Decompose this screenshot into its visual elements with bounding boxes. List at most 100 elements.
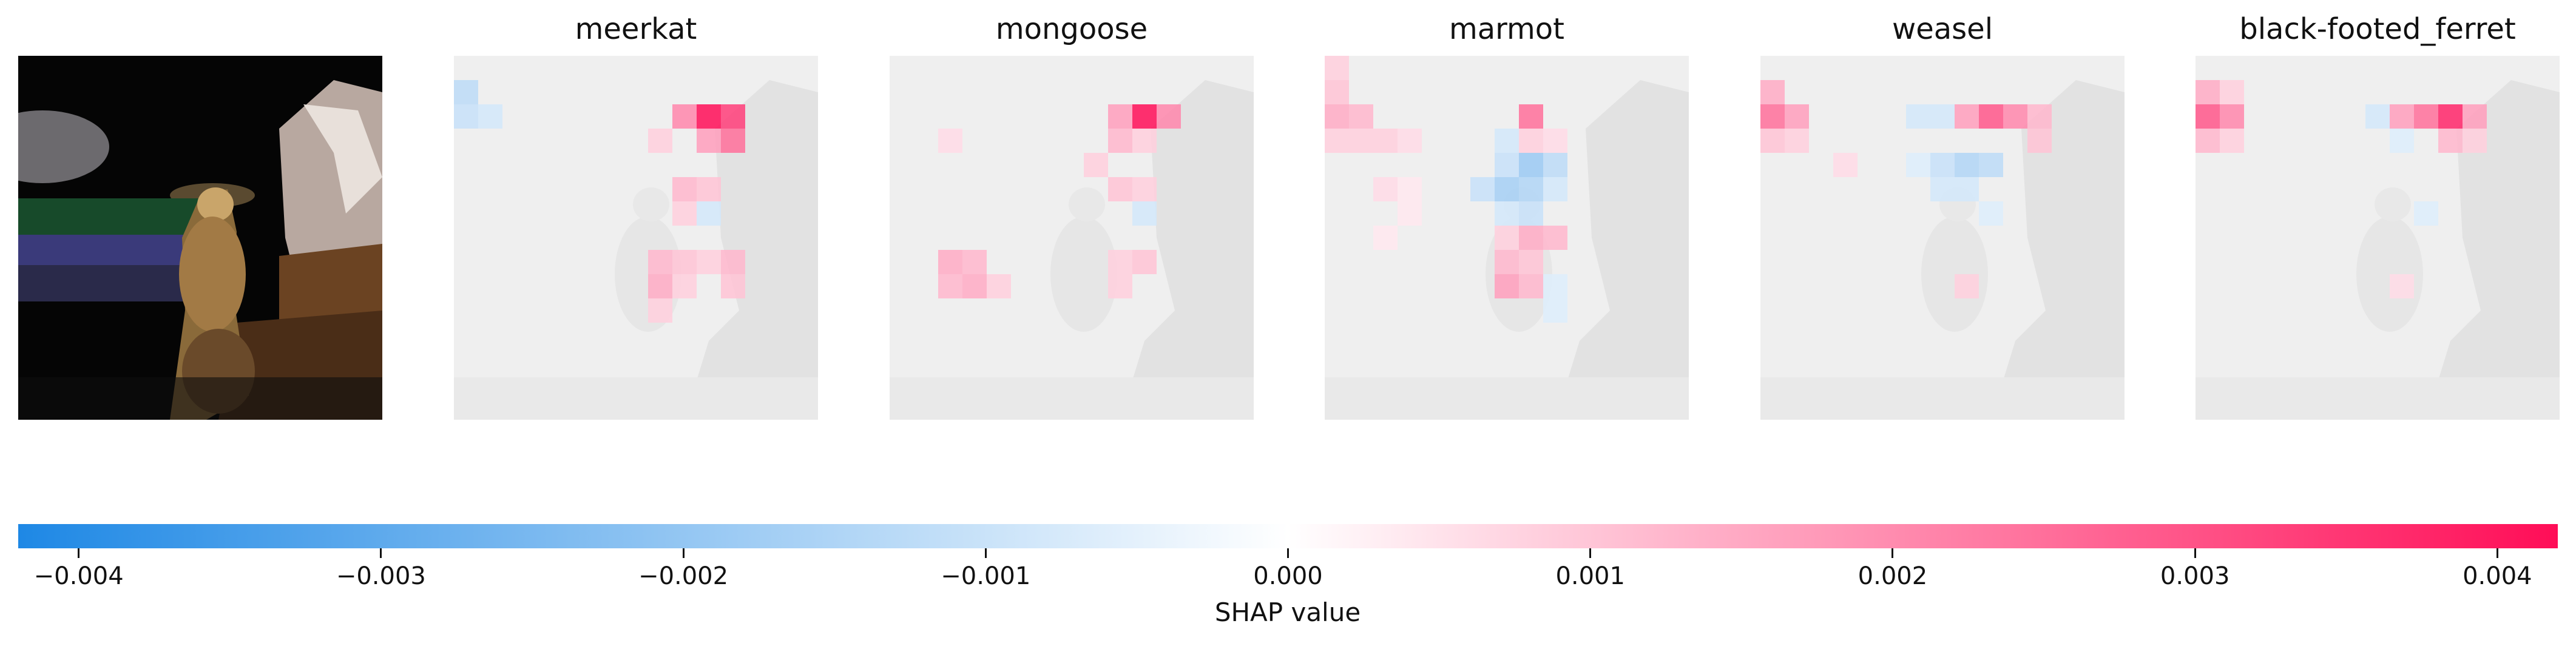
shap-cell (962, 250, 987, 274)
shap-cell (1519, 226, 1543, 250)
shap-cell (2027, 129, 2052, 153)
shap-cell (1543, 226, 1567, 250)
shap-cell (2390, 104, 2414, 129)
shap-cell (1906, 104, 1930, 129)
shap-heatmap (1325, 56, 1689, 420)
colorbar-title: SHAP value (1214, 597, 1361, 627)
shap-cell (721, 104, 745, 129)
shap-cell (1132, 129, 1157, 153)
shap-cell (1373, 226, 1398, 250)
colorbar-tick-label: 0.002 (1858, 562, 1928, 590)
shap-cell (478, 104, 502, 129)
shap-cell (1398, 177, 1422, 201)
shap-cell (1349, 129, 1373, 153)
shap-cell (1955, 153, 1979, 177)
panel-title-weasel: weasel (1891, 12, 1993, 46)
faded-background (2375, 187, 2411, 221)
shap-cell (672, 104, 697, 129)
colorbar-tick (380, 548, 382, 558)
shap-cell (2438, 129, 2463, 153)
shap-cell (1398, 129, 1422, 153)
colorbar-tick (2496, 548, 2498, 558)
shap-cell (648, 274, 672, 298)
shap-cell (1760, 80, 1785, 104)
shap-cell (697, 250, 721, 274)
shap-cell (2003, 104, 2027, 129)
shap-cell (1955, 177, 1979, 201)
colorbar-tick (1287, 548, 1289, 558)
shap-cell (697, 177, 721, 201)
shap-panel-marmot (1325, 56, 1689, 420)
shap-cell (1543, 177, 1567, 201)
shap-cell (1543, 298, 1567, 323)
shap-cell (1349, 104, 1373, 129)
shap-cell (1785, 104, 1809, 129)
colorbar-tick-label: −0.004 (33, 562, 124, 590)
shap-cell (1132, 250, 1157, 274)
colorbar-tick-label: 0.000 (1253, 562, 1323, 590)
shap-panel-black-footed-ferret (2196, 56, 2560, 420)
shap-cell (2220, 80, 2244, 104)
colorbar-tick-label: 0.001 (1555, 562, 1625, 590)
colorbar-tick (1891, 548, 1894, 558)
shap-cell (1373, 129, 1398, 153)
faded-background (1991, 80, 2125, 420)
shap-cell (1930, 153, 1955, 177)
shap-cell (2463, 104, 2487, 129)
shap-cell (1495, 274, 1519, 298)
shap-cell (1132, 177, 1157, 201)
shap-cell (648, 129, 672, 153)
shap-cell (1325, 104, 1349, 129)
panel-title-marmot: marmot (1449, 12, 1564, 46)
shap-cell (2196, 129, 2220, 153)
faded-background (2426, 80, 2560, 420)
shap-heatmap (890, 56, 1254, 420)
shap-cell (2365, 104, 2390, 129)
colorbar-tick-label: −0.003 (336, 562, 426, 590)
shap-cell (1373, 177, 1398, 201)
shap-cell (987, 274, 1011, 298)
shap-cell (721, 250, 745, 274)
colorbar-tick (984, 548, 987, 558)
shap-cell (938, 274, 962, 298)
shap-cell (1495, 153, 1519, 177)
colorbar (18, 524, 2558, 548)
shap-cell (1495, 226, 1519, 250)
shap-cell (672, 274, 697, 298)
original-image (18, 56, 382, 420)
faded-background (890, 377, 1254, 420)
panel-title-meerkat: meerkat (575, 12, 697, 46)
shap-cell (2414, 201, 2438, 226)
shap-cell (1979, 104, 2003, 129)
shap-cell (1108, 129, 1132, 153)
shap-cell (1979, 201, 2003, 226)
shap-cell (1495, 250, 1519, 274)
shap-cell (1519, 274, 1543, 298)
faded-background (1050, 217, 1117, 332)
shap-cell (1398, 201, 1422, 226)
shap-cell (2196, 80, 2220, 104)
shap-cell (938, 129, 962, 153)
shap-cell (1930, 177, 1955, 201)
shap-cell (697, 104, 721, 129)
colorbar-tick (2194, 548, 2196, 558)
shap-cell (1325, 56, 1349, 80)
shap-cell (1519, 201, 1543, 226)
shap-cell (697, 201, 721, 226)
faded-background (1325, 377, 1689, 420)
shap-cell (1543, 274, 1567, 298)
shap-cell (2220, 104, 2244, 129)
shap-cell (721, 129, 745, 153)
shap-cell (1108, 250, 1132, 274)
shap-cell (2414, 104, 2438, 129)
shap-heatmap (2196, 56, 2560, 420)
colorbar-tick (682, 548, 685, 558)
panel-title-black-footed-ferret: black-footed_ferret (2239, 12, 2516, 46)
shap-cell (1543, 153, 1567, 177)
shap-cell (2220, 129, 2244, 153)
shap-cell (1495, 129, 1519, 153)
shap-cell (1470, 177, 1495, 201)
shap-cell (1930, 104, 1955, 129)
shap-heatmap (454, 56, 818, 420)
shap-cell (697, 129, 721, 153)
